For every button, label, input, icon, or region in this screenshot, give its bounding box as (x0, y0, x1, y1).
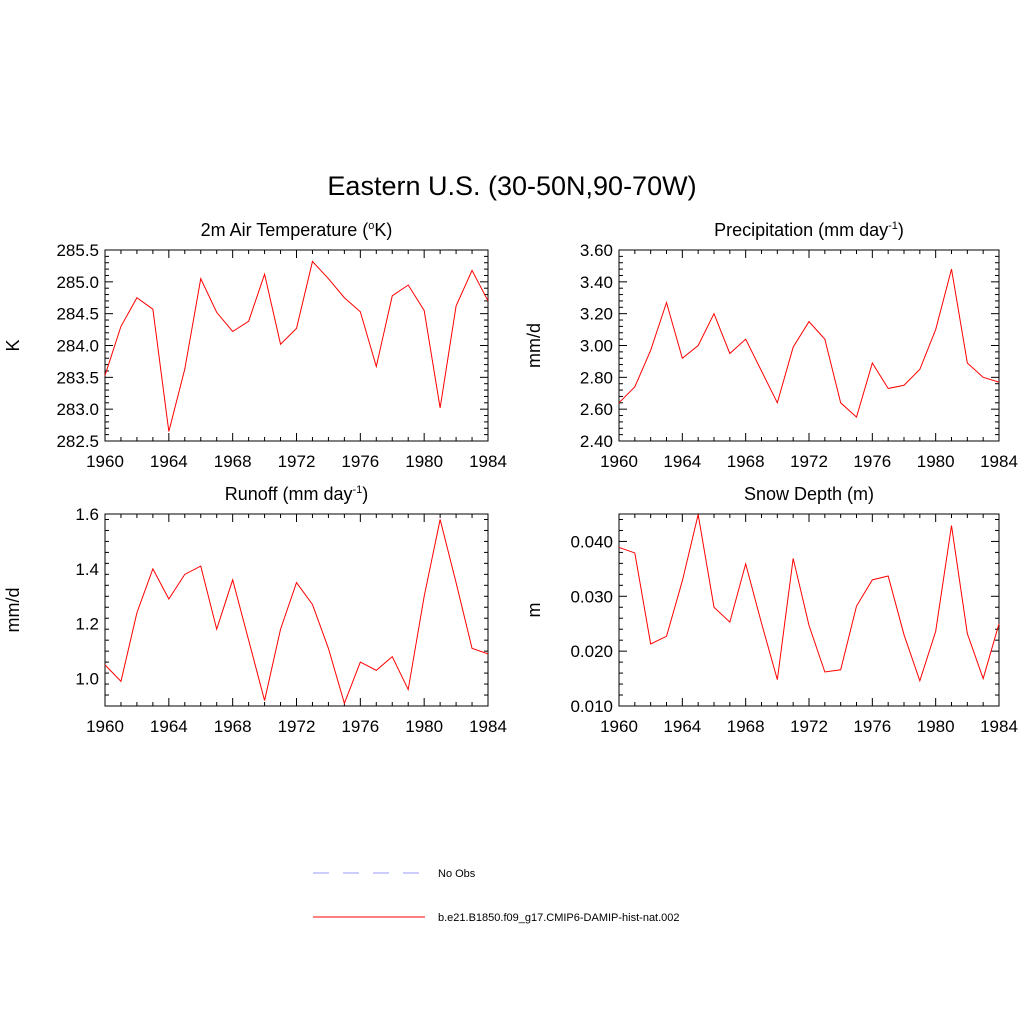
plot-frame (104, 513, 489, 707)
plot-frame (104, 249, 489, 442)
x-tick-label: 1964 (150, 717, 188, 736)
panel-2: 1960 1964 1968 1972 1976 1980 1984 2.40 2.60 2.80… (524, 220, 1018, 471)
panel-title-sup: -1 (352, 484, 362, 496)
y-tick-label: 1.2 (75, 615, 99, 634)
x-tick-label: 1960 (86, 452, 124, 471)
y-tick-label: 0.030 (570, 587, 613, 606)
legend-label-no-obs: No Obs (438, 868, 476, 880)
x-tick-label: 1976 (853, 452, 891, 471)
y-tick-label: 282.5 (56, 432, 99, 451)
y-tick-label: 1.4 (75, 560, 99, 579)
x-tick-label: 1984 (469, 452, 507, 471)
x-tick-label: 1984 (980, 452, 1018, 471)
x-tick-label: 1964 (663, 717, 701, 736)
series-line-1 (104, 519, 489, 705)
y-tick-label: 283.0 (56, 400, 99, 419)
y-tick-label: 0.010 (570, 697, 613, 716)
panel-title-end: ) (362, 484, 368, 504)
panel-title-main: Snow Depth (m) (744, 484, 874, 504)
y-tick-label: 285.0 (56, 273, 99, 292)
panel-3: 1960 1964 1968 1972 1976 1980 1984 1.0 1.2 1.4 1.6… (3, 484, 507, 736)
y-tick-label: 283.5 (56, 368, 99, 387)
x-tick-label: 1980 (917, 717, 955, 736)
series-line-1 (104, 260, 489, 432)
x-tick-label: 1976 (341, 452, 379, 471)
y-tick-label: 3.00 (580, 337, 613, 356)
x-tick-label: 1980 (405, 452, 443, 471)
x-tick-label: 1968 (214, 452, 252, 471)
panel-1: 1960 1964 1968 1972 1976 1980 1984 282.5 283.0 28… (3, 220, 507, 471)
x-tick-label: 1980 (405, 717, 443, 736)
panel-title-sup: o (368, 220, 374, 232)
y-tick-label: 2.80 (580, 368, 613, 387)
x-tick-label: 1964 (150, 452, 188, 471)
panel-4: 1960 1964 1968 1972 1976 1980 1984 0.010 0.020 0.… (524, 484, 1018, 736)
x-tick-label: 1968 (727, 452, 765, 471)
series-line-1 (618, 268, 1000, 419)
panel-title-main: Runoff (mm day (225, 484, 353, 504)
x-tick-label: 1984 (980, 717, 1018, 736)
panel-title-end: K) (374, 220, 392, 240)
x-tick-label: 1960 (600, 452, 638, 471)
x-tick-label: 1972 (790, 717, 828, 736)
panel-title: Precipitation (mm day-1) (714, 220, 904, 240)
y-tick-label: 3.40 (580, 273, 613, 292)
x-tick-label: 1972 (790, 452, 828, 471)
x-tick-label: 1960 (86, 717, 124, 736)
panel-title: 2m Air Temperature (oK) (201, 220, 393, 240)
x-tick-label: 1968 (727, 717, 765, 736)
x-tick-label: 1972 (278, 717, 316, 736)
y-tick-label: 3.20 (580, 305, 613, 324)
plot-frame (618, 513, 1000, 707)
y-tick-label: 0.040 (570, 532, 613, 551)
panel-title-main: Precipitation (mm day (714, 220, 888, 240)
x-tick-label: 1976 (341, 717, 379, 736)
panel-title: Runoff (mm day-1) (225, 484, 369, 504)
y-tick-label: 3.60 (580, 241, 613, 260)
panel-title-sup: -1 (888, 220, 898, 232)
legend: No Obs b.e21.B1850.f09_g17.CMIP6-DAMIP-h… (313, 868, 680, 924)
y-tick-label: 284.5 (56, 305, 99, 324)
x-tick-label: 1968 (214, 717, 252, 736)
panel-title-end: ) (898, 220, 904, 240)
y-axis-label: m (524, 603, 544, 618)
y-tick-label: 1.0 (75, 670, 99, 689)
plot-frame (618, 249, 1000, 442)
panels: 1960 1964 1968 1972 1976 1980 1984 282.5 283.0 28… (3, 220, 1018, 736)
legend-label-model: b.e21.B1850.f09_g17.CMIP6-DAMIP-hist-nat… (438, 912, 680, 924)
series-line-1 (618, 514, 1000, 683)
x-tick-label: 1976 (853, 717, 891, 736)
x-tick-label: 1972 (278, 452, 316, 471)
x-tick-label: 1964 (663, 452, 701, 471)
y-tick-label: 285.5 (56, 241, 99, 260)
y-tick-label: 0.020 (570, 642, 613, 661)
panel-title: Snow Depth (m) (744, 484, 874, 504)
x-tick-label: 1984 (469, 717, 507, 736)
x-tick-label: 1960 (600, 717, 638, 736)
y-tick-label: 2.40 (580, 432, 613, 451)
y-tick-label: 2.60 (580, 400, 613, 419)
y-axis-label: mm/d (3, 588, 23, 633)
y-tick-label: 284.0 (56, 337, 99, 356)
panel-title-main: 2m Air Temperature ( (201, 220, 369, 240)
y-tick-label: 1.6 (75, 505, 99, 524)
x-tick-label: 1980 (917, 452, 955, 471)
figure-title: Eastern U.S. (30-50N,90-70W) (327, 171, 696, 201)
y-axis-label: K (3, 339, 23, 351)
y-axis-label: mm/d (524, 323, 544, 368)
